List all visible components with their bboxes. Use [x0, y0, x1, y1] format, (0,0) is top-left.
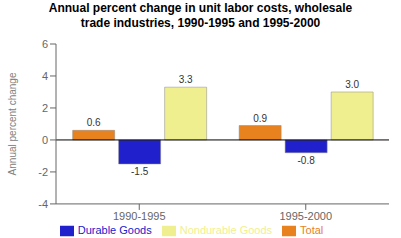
svg-text:-2: -2	[38, 166, 48, 178]
svg-text:1990-1995: 1990-1995	[113, 210, 166, 222]
svg-text:0.6: 0.6	[87, 117, 101, 128]
html-text:trade industries, 1990-1995 an: trade industries, 1990-1995 and 1995-200…	[80, 16, 321, 30]
html-text:Annual percent change in unit: Annual percent change in unit labor cost…	[48, 1, 353, 15]
svg-text:0.9: 0.9	[253, 113, 267, 124]
svg-text:4: 4	[42, 70, 48, 82]
svg-text:-4: -4	[38, 198, 48, 210]
svg-text:3.0: 3.0	[345, 79, 359, 90]
svg-text:Annual percent change: Annual percent change	[8, 72, 18, 175]
html-text:Total: Total	[300, 223, 324, 236]
svg-text:3.3: 3.3	[179, 74, 193, 85]
svg-text:2: 2	[42, 102, 48, 114]
html-text:Durable Goods: Durable Goods	[77, 223, 152, 236]
svg-text:0: 0	[42, 134, 48, 146]
html-text:Nondurable Goods: Nondurable Goods	[179, 223, 272, 236]
svg-text:-1.5: -1.5	[131, 166, 149, 177]
svg-text:-0.8: -0.8	[298, 155, 316, 166]
svg-text:6: 6	[42, 38, 48, 50]
svg-text:1995-2000: 1995-2000	[279, 210, 332, 222]
